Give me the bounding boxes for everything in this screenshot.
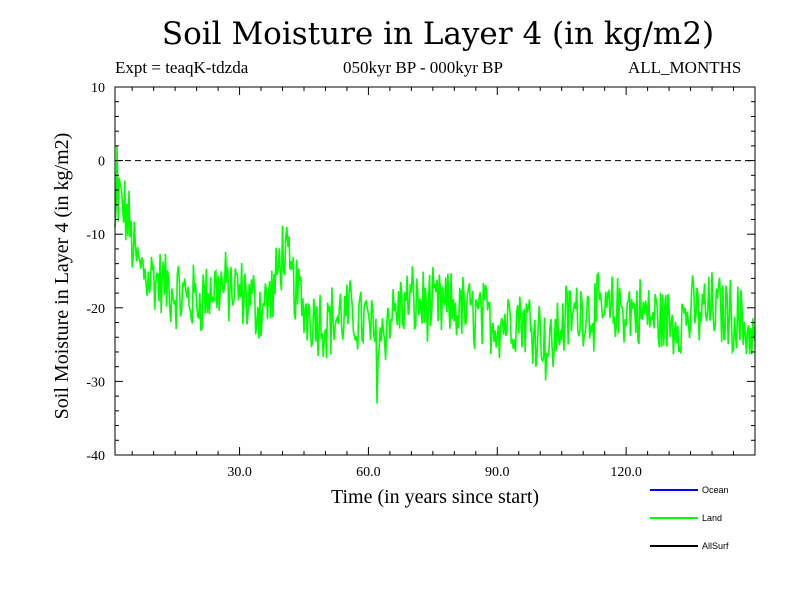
experiment-label: Expt = teaqK-tdzda [115,58,249,77]
chart-title: Soil Moisture in Layer 4 (in kg/m2) [161,16,715,52]
x-tick-label: 120.0 [610,465,642,480]
x-tick-label: 60.0 [356,465,381,480]
x-tick-label: 90.0 [485,465,510,480]
labels-layer: 30.0 60.0 90.0 120.0 -40 -30 -20 -10 0 10 Time (in… [51,81,642,508]
legend-label-allsurf: AllSurf [702,541,729,551]
series-line-land [114,145,756,404]
y-tick-label: 0 [98,155,105,170]
y-tick-label: -30 [86,375,105,390]
plot-frame [114,86,756,456]
legend-label-ocean: Ocean [702,485,729,495]
x-tick-label: 30.0 [227,465,252,480]
y-tick-label: -40 [86,449,105,464]
y-axis-title: Soil Moisture in Layer 4 (in kg/m2) [51,133,73,420]
period-label: 050kyr BP - 000kyr BP [343,58,503,77]
legend-label-land: Land [702,513,722,523]
months-label: ALL_MONTHS [628,58,742,77]
x-axis-title: Time (in years since start) [331,486,539,508]
y-tick-label: -20 [86,302,105,317]
legend: Ocean Land AllSurf [650,485,729,551]
axes-layer [114,86,756,456]
series-layer [114,145,756,404]
y-tick-label: -10 [86,228,105,243]
y-tick-label: 10 [91,81,105,96]
